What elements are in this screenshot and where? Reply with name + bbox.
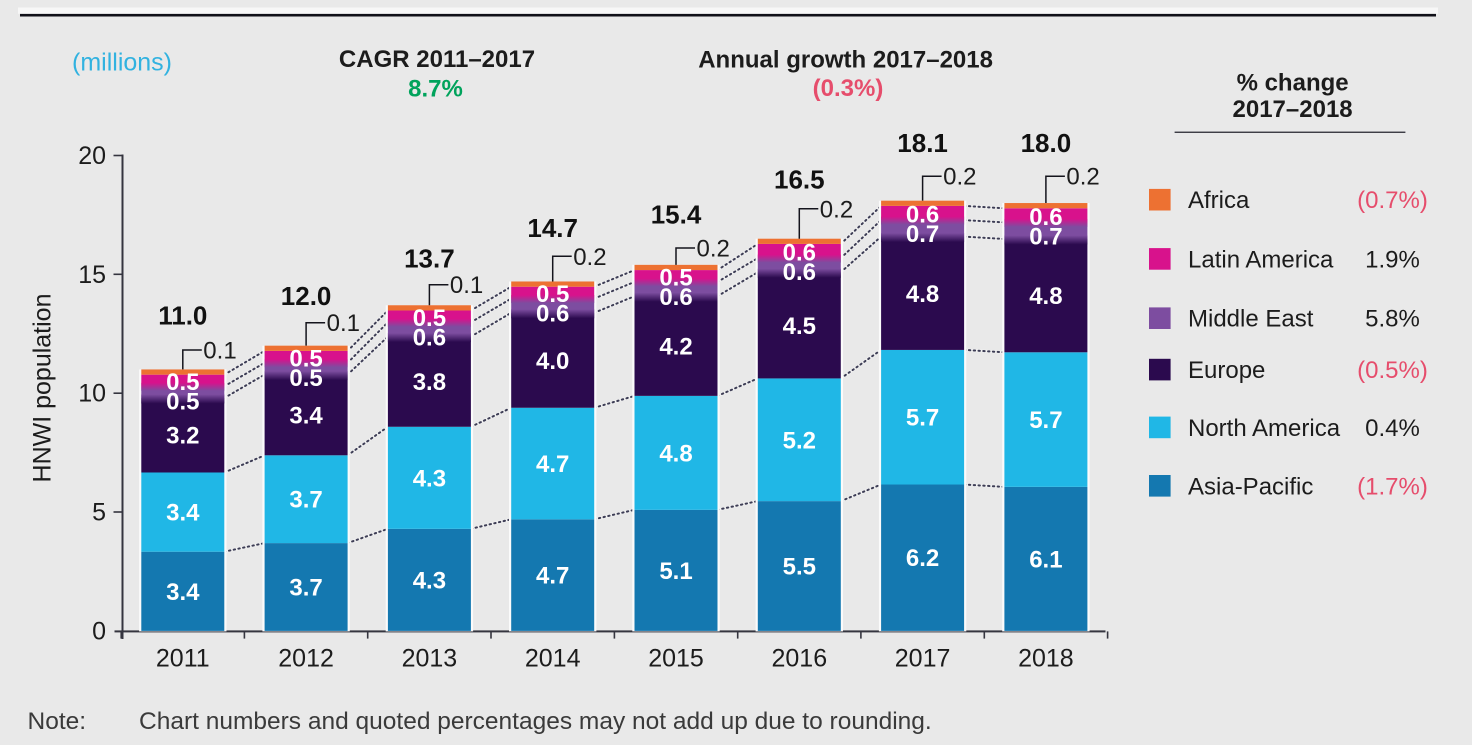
svg-text:3.4: 3.4: [289, 402, 323, 429]
svg-text:Middle East: Middle East: [1188, 306, 1314, 333]
svg-text:2012: 2012: [278, 645, 334, 673]
svg-text:0.5: 0.5: [659, 265, 692, 292]
svg-text:0.6: 0.6: [783, 240, 816, 267]
svg-text:0.5: 0.5: [166, 369, 199, 396]
svg-text:4.5: 4.5: [783, 313, 816, 340]
svg-text:% change: % change: [1237, 70, 1349, 97]
svg-text:CAGR 2011–2017: CAGR 2011–2017: [339, 46, 535, 73]
svg-text:4.8: 4.8: [906, 281, 939, 308]
svg-text:4.7: 4.7: [536, 563, 569, 590]
svg-text:3.7: 3.7: [289, 575, 322, 602]
svg-text:13.7: 13.7: [404, 244, 455, 274]
svg-text:5.8%: 5.8%: [1365, 306, 1420, 333]
svg-text:2016: 2016: [771, 645, 827, 673]
svg-text:18.0: 18.0: [1021, 128, 1072, 158]
svg-text:11.0: 11.0: [158, 301, 207, 331]
svg-text:0.2: 0.2: [943, 164, 976, 191]
svg-text:HNWI population: HNWI population: [29, 294, 57, 483]
svg-text:2015: 2015: [648, 645, 704, 673]
svg-text:(1.7%): (1.7%): [1357, 473, 1428, 500]
svg-text:3.8: 3.8: [413, 369, 446, 396]
svg-text:0.2: 0.2: [697, 236, 730, 263]
svg-text:0.1: 0.1: [327, 310, 360, 337]
svg-text:0.6: 0.6: [659, 284, 692, 311]
svg-text:0.6: 0.6: [536, 301, 569, 328]
svg-text:5.1: 5.1: [659, 558, 692, 585]
svg-text:4.7: 4.7: [536, 451, 569, 478]
svg-text:15: 15: [78, 261, 106, 289]
svg-text:0.4%: 0.4%: [1365, 415, 1420, 442]
svg-text:5.5: 5.5: [783, 554, 816, 581]
svg-text:3.2: 3.2: [166, 423, 199, 450]
svg-text:0.2: 0.2: [1066, 164, 1099, 191]
svg-text:4.8: 4.8: [1029, 283, 1062, 310]
svg-text:0.5: 0.5: [166, 388, 199, 415]
svg-text:2014: 2014: [525, 645, 581, 673]
svg-text:0.5: 0.5: [289, 365, 322, 392]
svg-text:Asia-Pacific: Asia-Pacific: [1188, 473, 1313, 500]
svg-text:3.4: 3.4: [166, 500, 200, 527]
svg-text:20: 20: [78, 142, 106, 170]
svg-text:4.3: 4.3: [413, 465, 446, 492]
svg-text:2011: 2011: [156, 645, 210, 673]
svg-text:0.2: 0.2: [573, 244, 606, 271]
svg-text:16.5: 16.5: [774, 165, 825, 195]
svg-text:(0.3%): (0.3%): [813, 75, 884, 102]
svg-text:0.5: 0.5: [413, 305, 446, 332]
svg-text:0.2: 0.2: [820, 196, 853, 223]
svg-text:6.1: 6.1: [1029, 546, 1062, 573]
svg-text:North America: North America: [1188, 415, 1341, 442]
svg-text:0.7: 0.7: [906, 221, 939, 248]
svg-text:3.7: 3.7: [289, 487, 322, 514]
svg-text:5.7: 5.7: [906, 405, 939, 432]
svg-text:5.2: 5.2: [783, 427, 816, 454]
svg-text:15.4: 15.4: [651, 200, 702, 230]
svg-text:0.5: 0.5: [536, 281, 569, 308]
svg-text:4.2: 4.2: [659, 334, 692, 361]
svg-text:0.6: 0.6: [1029, 204, 1062, 231]
svg-text:0.1: 0.1: [203, 338, 236, 365]
svg-text:0.6: 0.6: [906, 201, 939, 228]
svg-text:6.2: 6.2: [906, 545, 939, 572]
svg-text:2017–2018: 2017–2018: [1233, 96, 1353, 123]
svg-text:5: 5: [92, 499, 106, 527]
svg-text:10: 10: [78, 380, 106, 408]
svg-text:Annual growth 2017–2018: Annual growth 2017–2018: [698, 47, 993, 74]
svg-text:0.1: 0.1: [450, 272, 483, 299]
svg-text:2017: 2017: [895, 645, 951, 673]
svg-text:8.7%: 8.7%: [408, 76, 463, 103]
svg-text:14.7: 14.7: [527, 213, 578, 243]
svg-text:Latin America: Latin America: [1188, 246, 1334, 273]
svg-text:4.8: 4.8: [659, 440, 692, 467]
svg-text:Africa: Africa: [1188, 187, 1250, 214]
svg-text:12.0: 12.0: [281, 281, 332, 311]
svg-text:3.4: 3.4: [166, 579, 200, 606]
svg-text:0: 0: [92, 617, 106, 645]
svg-text:2018: 2018: [1018, 645, 1074, 673]
svg-text:Chart numbers and quoted perce: Chart numbers and quoted percentages may…: [139, 708, 932, 735]
svg-text:1.9%: 1.9%: [1365, 246, 1420, 273]
svg-text:4.3: 4.3: [413, 567, 446, 594]
svg-text:Note:: Note:: [28, 708, 87, 735]
svg-text:5.7: 5.7: [1029, 407, 1062, 434]
svg-text:(millions): (millions): [72, 49, 172, 77]
svg-text:0.5: 0.5: [289, 345, 322, 372]
svg-text:(0.7%): (0.7%): [1357, 187, 1428, 214]
svg-text:Europe: Europe: [1188, 357, 1265, 384]
svg-text:0.6: 0.6: [783, 259, 816, 286]
svg-text:2013: 2013: [402, 645, 458, 673]
svg-text:4.0: 4.0: [536, 348, 569, 375]
svg-text:(0.5%): (0.5%): [1357, 357, 1428, 384]
svg-text:0.7: 0.7: [1029, 223, 1062, 250]
svg-text:0.6: 0.6: [413, 324, 446, 351]
svg-text:18.1: 18.1: [897, 128, 948, 158]
